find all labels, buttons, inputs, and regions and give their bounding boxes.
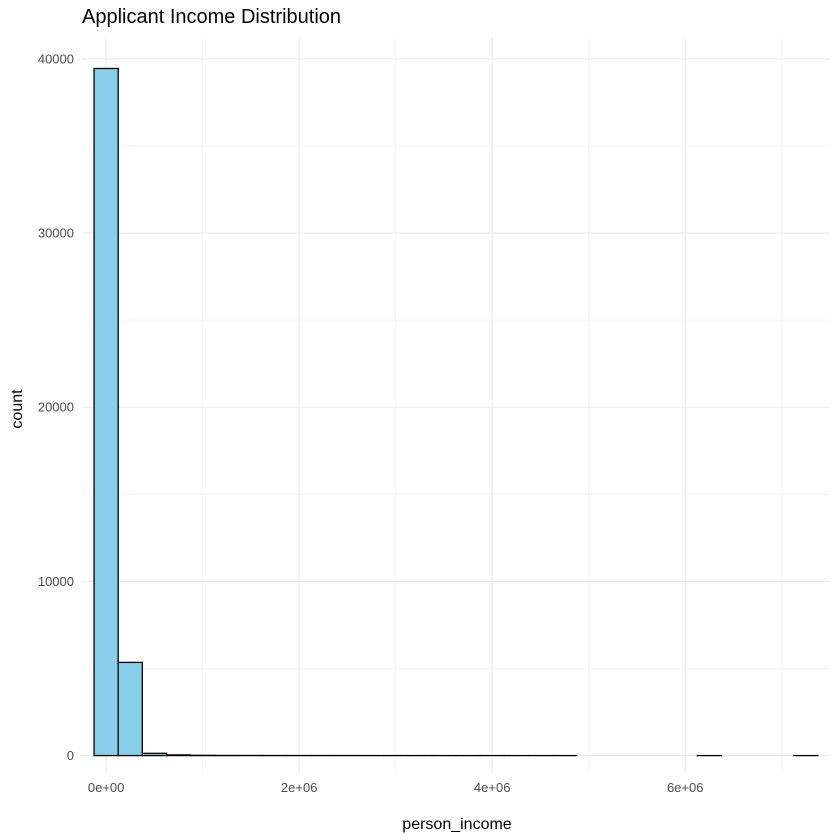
x-tick-label: 6e+06 (667, 780, 704, 795)
x-axis-ticks: 0e+00 2e+06 4e+06 6e+06 (88, 780, 704, 795)
histogram-bar (93, 67, 119, 757)
y-tick-label: 30000 (38, 226, 74, 241)
y-tick-label: 40000 (38, 51, 74, 66)
y-tick-label: 20000 (38, 400, 74, 415)
histogram-bar (165, 754, 192, 757)
y-axis-ticks: 0 10000 20000 30000 40000 (38, 51, 74, 763)
x-tick-label: 4e+06 (474, 780, 511, 795)
y-tick-label: 10000 (38, 574, 74, 589)
grid-lines (82, 38, 830, 773)
y-axis-title: count (9, 389, 26, 429)
histogram-bars (93, 67, 819, 757)
y-tick-label: 0 (67, 748, 74, 763)
x-axis-title: person_income (402, 816, 512, 833)
histogram-bar (117, 661, 143, 757)
x-tick-label: 2e+06 (281, 780, 318, 795)
histogram-bar (141, 752, 168, 757)
x-tick-label: 0e+00 (88, 780, 125, 795)
chart-title: Applicant Income Distribution (82, 6, 341, 28)
